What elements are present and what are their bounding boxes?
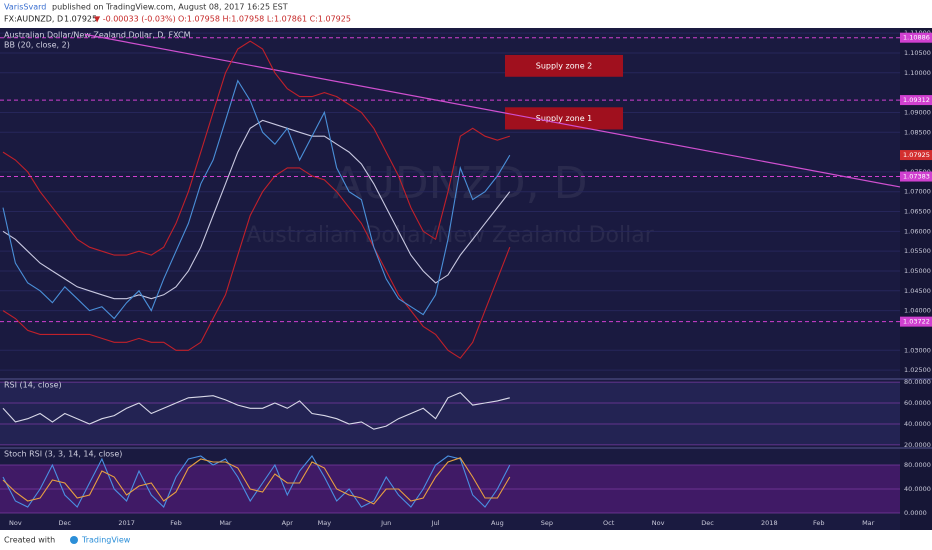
- supply-zone: [505, 107, 623, 130]
- x-tick-label: Mar: [219, 519, 232, 527]
- x-tick-label: Dec: [701, 519, 714, 527]
- panel-title: RSI (14, close): [4, 381, 62, 390]
- x-tick-label: Aug: [491, 519, 504, 527]
- x-tick-label: May: [318, 519, 332, 527]
- chart-bg: [0, 28, 932, 530]
- ohlc: O:1.07958 H:1.07958 L:1.07861 C:1.07925: [178, 15, 351, 24]
- y-tick-label: 1.03000: [904, 346, 931, 354]
- series-line: [2, 167, 511, 359]
- y-tick-label: 40.0000: [904, 420, 931, 428]
- y-tick-label: 1.10000: [904, 69, 931, 77]
- series-line: [2, 119, 511, 300]
- x-tick-label: Mar: [862, 519, 875, 527]
- level-tag: [900, 316, 932, 327]
- level-tag-label: 1.09312: [903, 96, 930, 104]
- x-tick-label: Nov: [9, 519, 22, 527]
- price: 1.07925: [64, 15, 97, 24]
- price-axis-bg: [900, 28, 932, 530]
- y-tick-label: 1.06500: [904, 208, 931, 216]
- x-tick-label: 2018: [761, 519, 778, 527]
- indicator-band: [0, 382, 900, 445]
- y-tick-label: 1.06000: [904, 227, 931, 235]
- level-tag: [900, 95, 932, 106]
- y-tick-label: 1.04000: [904, 307, 931, 315]
- supply-zone-label: Supply zone 1: [536, 114, 593, 123]
- y-tick-label: 0.0000: [904, 509, 927, 517]
- y-tick-label: 1.02500: [904, 366, 931, 374]
- series-line: [2, 455, 511, 508]
- series-line: [2, 391, 510, 430]
- y-tick-label: 1.04500: [904, 287, 931, 295]
- y-tick-label: 20.0000: [904, 441, 931, 449]
- last-price-label: 1.07925: [903, 151, 930, 159]
- indicator-title: BB (20, close, 2): [4, 41, 70, 50]
- y-tick-label: 40.0000: [904, 485, 931, 493]
- brand[interactable]: TradingView: [81, 536, 131, 545]
- y-tick-label: 1.08500: [904, 128, 931, 136]
- y-tick-label: 1.05500: [904, 247, 931, 255]
- y-tick-label: 1.07000: [904, 188, 931, 196]
- x-tick-label: Nov: [652, 519, 665, 527]
- level-tag: [900, 171, 932, 182]
- level-tag-label: 1.07383: [903, 173, 930, 181]
- created-with: Created with: [4, 536, 55, 545]
- trendline: [84, 33, 901, 188]
- y-tick-label: 1.05000: [904, 267, 931, 275]
- change: ▼ -0.00033 (-0.03%): [94, 15, 176, 24]
- x-tick-label: Dec: [59, 519, 72, 527]
- y-tick-label: 1.10500: [904, 49, 931, 57]
- symbol: FX:AUDNZD, D: [4, 15, 63, 24]
- published: published on TradingView.com, August 08,…: [52, 3, 288, 12]
- y-tick-label: 60.0000: [904, 399, 931, 407]
- watermark: AUDNZD, D: [333, 158, 588, 209]
- series-line: [2, 40, 510, 256]
- series-line: [2, 457, 511, 505]
- series-line: [2, 79, 511, 320]
- last-price-tag: [900, 150, 932, 161]
- supply-zone-label: Supply zone 2: [536, 61, 593, 70]
- panel-title: Australian Dollar/New Zealand Dollar, D,…: [4, 31, 191, 40]
- brand-logo: [70, 536, 78, 544]
- x-tick-label: Feb: [170, 519, 182, 527]
- level-tag-label: 1.10886: [903, 34, 930, 42]
- y-tick-label: 80.0000: [904, 378, 931, 386]
- author[interactable]: VarisSvard: [4, 3, 46, 12]
- level-tag-label: 1.03722: [903, 318, 930, 326]
- panel-title: Stoch RSI (3, 3, 14, 14, close): [4, 450, 122, 459]
- x-tick-label: Jun: [380, 519, 391, 527]
- y-tick-label: 80.0000: [904, 461, 931, 469]
- x-tick-label: 2017: [118, 519, 135, 527]
- x-tick-label: Sep: [541, 519, 553, 527]
- x-tick-label: Oct: [603, 519, 615, 527]
- level-tag: [900, 32, 932, 43]
- x-tick-label: Apr: [282, 519, 294, 527]
- supply-zone: [505, 54, 623, 77]
- y-tick-label: 1.09000: [904, 108, 931, 116]
- x-tick-label: Jul: [431, 519, 440, 527]
- x-tick-label: Feb: [813, 519, 825, 527]
